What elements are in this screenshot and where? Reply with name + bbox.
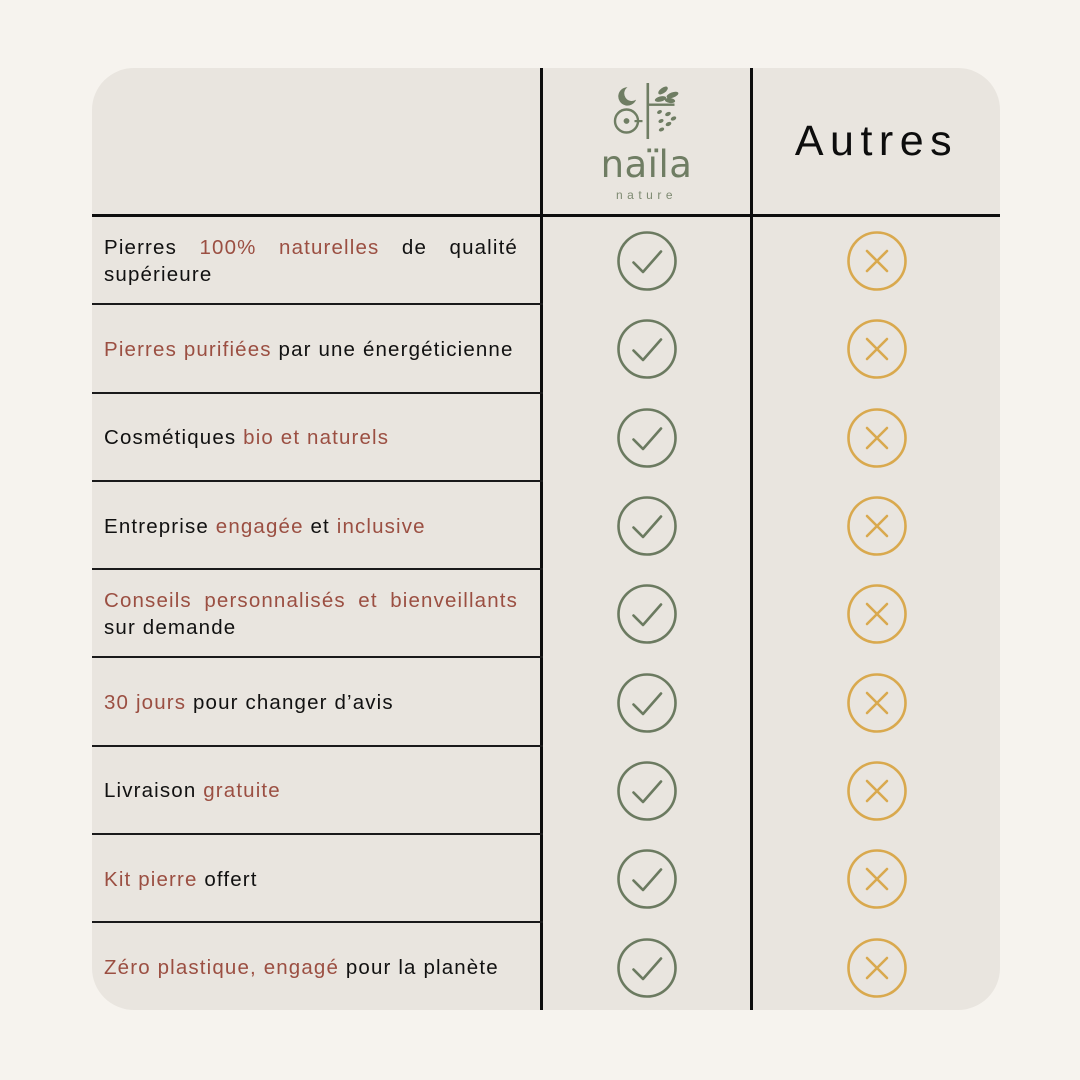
table-header: naïla nature Autres [92, 68, 1000, 217]
feature-cell: Entreprise engagée et inclusive [104, 482, 518, 570]
others-status-icon [753, 923, 1000, 1010]
feature-cell: Kit pierre offert [104, 835, 518, 923]
naila-status-icon [543, 305, 750, 393]
others-status-icon [753, 217, 1000, 305]
feature-text: Zéro plastique, engagé pour la planète [104, 956, 499, 980]
table-row: Entreprise engagée et inclusive [92, 482, 1000, 571]
naila-status-icon [543, 570, 750, 658]
brand-tagline: nature [615, 187, 678, 202]
feature-cell: Cosmétiques bio et naturels [104, 394, 518, 482]
feature-rows: Pierres 100% naturelles de qualité supér… [92, 217, 1000, 1010]
naila-logo-icon [601, 81, 693, 143]
feature-cell: 30 jours pour changer d’avis [104, 658, 518, 746]
others-status-icon [753, 305, 1000, 393]
table-row: Pierres 100% naturelles de qualité supér… [92, 217, 1000, 306]
others-status-icon [753, 394, 1000, 482]
others-label: Autres [794, 116, 959, 165]
row-divider [92, 744, 543, 747]
others-status-icon [753, 482, 1000, 570]
table-row: Kit pierre offert [92, 835, 1000, 924]
table-row: Livraison gratuite [92, 747, 1000, 836]
column-divider-right [750, 68, 753, 1010]
feature-cell: Zéro plastique, engagé pour la planète [104, 923, 518, 1010]
naila-status-icon [543, 747, 750, 835]
header-cell-others: Autres [753, 68, 1000, 214]
column-divider-left [540, 68, 543, 1010]
feature-text: Cosmétiques bio et naturels [104, 426, 390, 450]
naila-status-icon [543, 482, 750, 570]
row-divider [92, 656, 543, 659]
feature-text: 30 jours pour changer d’avis [104, 691, 394, 715]
row-divider [92, 921, 543, 924]
others-status-icon [753, 658, 1000, 746]
naila-status-icon [543, 923, 750, 1010]
header-cell-naila: naïla nature [543, 68, 750, 214]
feature-text: Pierres 100% naturelles de qualité supér… [104, 236, 518, 287]
brand-wordmark: naïla [600, 142, 693, 186]
others-status-icon [753, 570, 1000, 658]
feature-text: Conseils personnalisés et bienveillants … [104, 589, 518, 640]
feature-cell: Livraison gratuite [104, 747, 518, 835]
table-row: 30 jours pour changer d’avis [92, 658, 1000, 747]
feature-text: Pierres purifiées par une énergéticienne [104, 337, 514, 361]
naila-status-icon [543, 217, 750, 305]
others-status-icon [753, 835, 1000, 923]
naila-status-icon [543, 835, 750, 923]
feature-text: Livraison gratuite [104, 779, 281, 803]
feature-text: Entreprise engagée et inclusive [104, 514, 426, 538]
table-row: Conseils personnalisés et bienveillants … [92, 570, 1000, 659]
others-status-icon [753, 747, 1000, 835]
row-divider [92, 479, 543, 482]
table-row: Cosmétiques bio et naturels [92, 394, 1000, 482]
naila-status-icon [543, 658, 750, 746]
naila-status-icon [543, 394, 750, 482]
row-divider [92, 568, 543, 571]
row-divider [92, 391, 543, 394]
row-divider [92, 303, 543, 306]
header-divider [92, 214, 1000, 217]
feature-cell: Pierres 100% naturelles de qualité supér… [104, 217, 518, 305]
feature-cell: Conseils personnalisés et bienveillants … [104, 570, 518, 658]
feature-text: Kit pierre offert [104, 867, 258, 891]
row-divider [92, 833, 543, 836]
feature-cell: Pierres purifiées par une énergéticienne [104, 305, 518, 393]
table-row: Zéro plastique, engagé pour la planète [92, 923, 1000, 1010]
comparison-table-card: naïla nature Autres Pierres 100% naturel… [92, 68, 1000, 1010]
table-row: Pierres purifiées par une énergéticienne [92, 305, 1000, 394]
